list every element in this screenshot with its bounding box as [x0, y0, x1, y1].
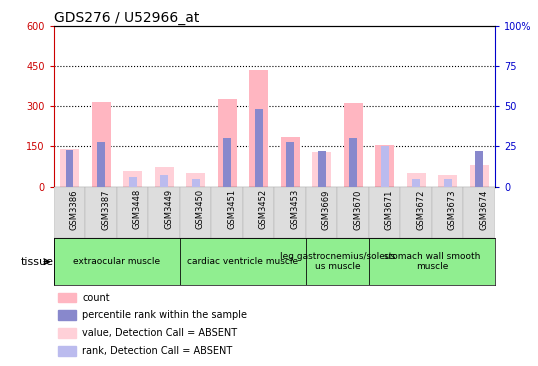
Bar [58, 293, 76, 302]
Text: stomach wall smooth
muscle: stomach wall smooth muscle [384, 252, 480, 272]
Bar [470, 165, 489, 187]
Bar [407, 173, 426, 187]
FancyBboxPatch shape [369, 187, 400, 238]
Bar [375, 145, 394, 187]
FancyBboxPatch shape [369, 238, 495, 285]
FancyBboxPatch shape [180, 238, 306, 285]
Bar [223, 138, 231, 187]
Bar [123, 171, 142, 187]
FancyBboxPatch shape [54, 187, 86, 238]
Bar [381, 146, 388, 187]
Text: GSM3386: GSM3386 [69, 189, 79, 230]
FancyBboxPatch shape [148, 187, 180, 238]
Bar [58, 346, 76, 355]
Bar [312, 152, 331, 187]
FancyBboxPatch shape [180, 187, 211, 238]
Bar [318, 151, 325, 187]
Bar [58, 328, 76, 338]
Bar [60, 149, 79, 187]
Text: GSM3672: GSM3672 [416, 189, 425, 229]
FancyBboxPatch shape [243, 187, 274, 238]
Bar [349, 138, 357, 187]
Text: GSM3452: GSM3452 [259, 189, 267, 229]
Text: GSM3450: GSM3450 [196, 189, 204, 229]
Bar [281, 137, 300, 187]
Bar [129, 177, 137, 187]
Text: GSM3671: GSM3671 [385, 189, 394, 229]
Bar [438, 175, 457, 187]
Text: count: count [82, 292, 110, 303]
Text: rank, Detection Call = ABSENT: rank, Detection Call = ABSENT [82, 346, 233, 356]
FancyBboxPatch shape [274, 187, 306, 238]
Bar [475, 151, 483, 187]
FancyBboxPatch shape [306, 238, 369, 285]
Bar [192, 179, 200, 187]
Bar [444, 179, 451, 187]
Text: leg gastrocnemius/soleus
us muscle: leg gastrocnemius/soleus us muscle [280, 252, 395, 272]
Text: GSM3670: GSM3670 [353, 189, 362, 229]
Bar [186, 173, 205, 187]
Bar [58, 310, 76, 320]
Bar [249, 70, 268, 187]
FancyBboxPatch shape [117, 187, 148, 238]
Bar [160, 175, 168, 187]
Text: cardiac ventricle muscle: cardiac ventricle muscle [187, 257, 299, 266]
FancyBboxPatch shape [306, 187, 337, 238]
FancyBboxPatch shape [463, 187, 495, 238]
Bar [91, 102, 110, 187]
FancyBboxPatch shape [400, 187, 432, 238]
Bar [286, 142, 294, 187]
Bar [254, 109, 263, 187]
Bar [218, 100, 237, 187]
Text: GSM3674: GSM3674 [479, 189, 488, 229]
Text: GSM3449: GSM3449 [164, 189, 173, 229]
Text: GSM3453: GSM3453 [290, 189, 299, 229]
Text: GSM3387: GSM3387 [101, 189, 110, 230]
Bar [97, 142, 105, 187]
Text: extraocular muscle: extraocular muscle [73, 257, 160, 266]
Bar [66, 150, 74, 187]
Text: GSM3448: GSM3448 [132, 189, 141, 229]
Text: tissue: tissue [21, 257, 54, 267]
Bar [154, 167, 174, 187]
Text: percentile rank within the sample: percentile rank within the sample [82, 310, 247, 320]
FancyBboxPatch shape [337, 187, 369, 238]
FancyBboxPatch shape [86, 187, 117, 238]
FancyBboxPatch shape [54, 238, 180, 285]
Text: GSM3673: GSM3673 [448, 189, 457, 230]
FancyBboxPatch shape [432, 187, 463, 238]
FancyBboxPatch shape [211, 187, 243, 238]
Text: GSM3451: GSM3451 [227, 189, 236, 229]
Bar [344, 104, 363, 187]
Text: GSM3669: GSM3669 [322, 189, 331, 229]
Text: value, Detection Call = ABSENT: value, Detection Call = ABSENT [82, 328, 238, 338]
Bar [412, 179, 420, 187]
Text: GDS276 / U52966_at: GDS276 / U52966_at [54, 11, 199, 25]
